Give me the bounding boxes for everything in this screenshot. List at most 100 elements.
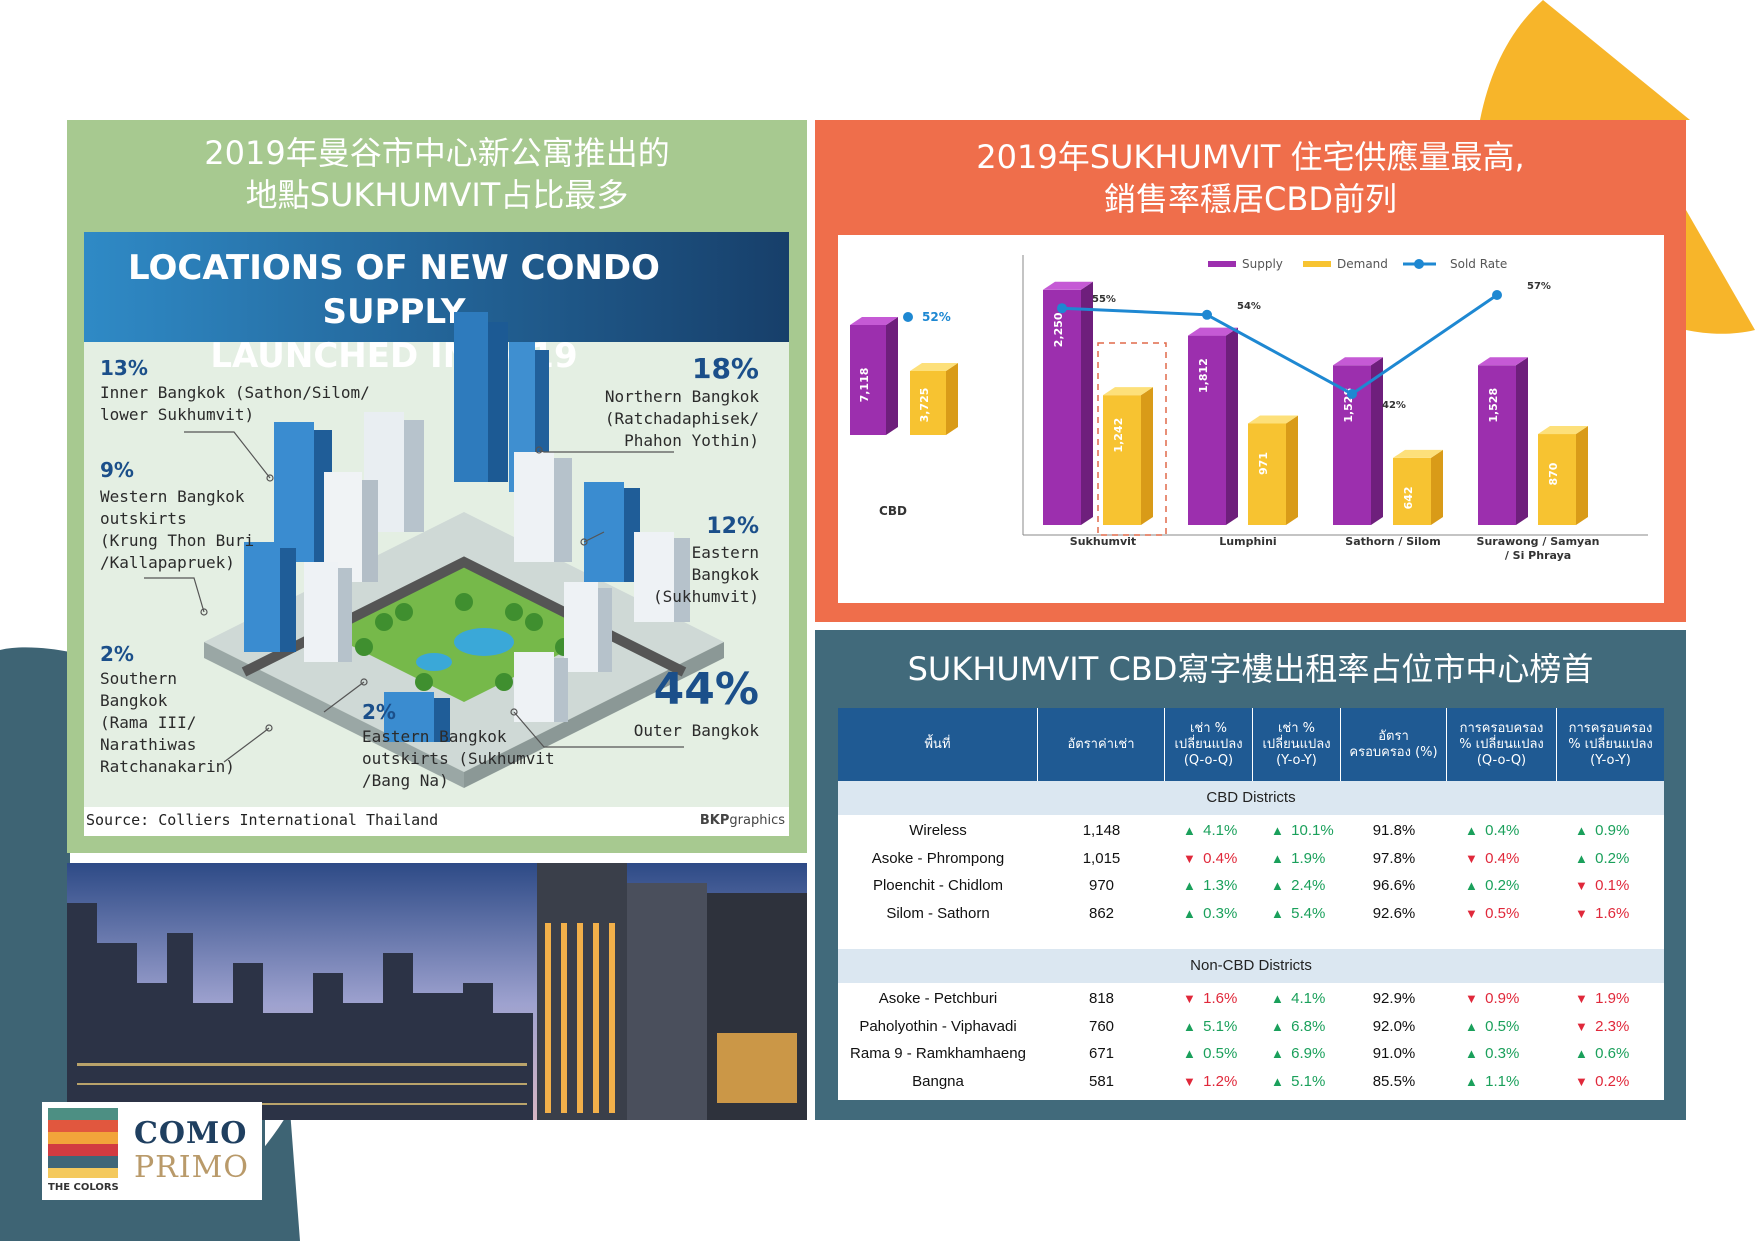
cbd-demand-bar <box>910 371 946 435</box>
sold-rate-label: 57% <box>1527 281 1551 292</box>
change-value: 10.1% <box>1287 822 1334 839</box>
region-label-line: Northern Bangkok <box>604 387 759 406</box>
leader-lines <box>144 431 684 763</box>
sold-rate-line: 55% 54% 42% 57% <box>1057 281 1551 411</box>
sold-rate-point <box>1202 309 1212 320</box>
header-text: เช่า % เปลี่ยนแปลง (Y-o-Y) <box>1262 720 1331 768</box>
left-title-line1: 2019年曼谷市中心新公寓推出的 <box>204 134 670 172</box>
change-value: 1.3% <box>1199 877 1238 894</box>
demand-value-label: 1,242 <box>1112 418 1125 453</box>
yellow-wedge-shape <box>1686 210 1755 334</box>
region-label-line: Ratchanakarin) <box>100 757 235 776</box>
arrow-up-icon: ▲ <box>1271 878 1284 893</box>
arrow-down-icon: ▼ <box>1465 905 1478 921</box>
cell-occ: 96.6% <box>1372 877 1416 894</box>
pond <box>454 628 514 656</box>
cell-oqoq: ▼ 0.5% <box>1465 904 1557 924</box>
demand-bar-side <box>1141 387 1153 525</box>
arrow-up-icon: ▲ <box>1183 823 1196 838</box>
category-label: Sathorn / Silom <box>1345 535 1440 548</box>
supply-bar-side <box>1081 281 1093 525</box>
supply-bar <box>1043 289 1081 525</box>
cell-occ: 97.8% <box>1372 849 1416 867</box>
right-top-title-line1: 2019年SUKHUMVIT 住宅供應量最高, <box>976 138 1525 176</box>
cell-oyoy: ▲ 0.9% <box>1575 821 1664 841</box>
cell-occ: 92.0% <box>1372 1017 1416 1035</box>
cell-oyoy: ▼ 1.6% <box>1575 904 1664 924</box>
cell-rqoq: ▲ 0.3% <box>1183 904 1253 924</box>
supply-demand-chart: Supply Demand Sold Rate 7,118 3,725 CBD 52%… <box>838 235 1664 603</box>
cell-occ: 92.9% <box>1372 990 1416 1007</box>
change-value: 0.3% <box>1481 1045 1520 1062</box>
cell-oyoy: ▼ 0.2% <box>1575 1072 1664 1092</box>
legend-supply-swatch <box>1208 261 1236 267</box>
header-text: การครอบครอง% เปลี่ยนแปลง (Q-o-Q) <box>1459 720 1544 768</box>
cell-ryoy: ▲ 5.1% <box>1271 1072 1341 1092</box>
supply-bar-side <box>1516 357 1528 525</box>
cell-rqoq: ▲ 5.1% <box>1183 1017 1253 1037</box>
arrow-up-icon: ▲ <box>1271 1018 1284 1034</box>
region-label-line: Eastern Bangkok <box>362 727 507 746</box>
supply-bar-top <box>1188 327 1238 336</box>
highlight-box <box>1097 342 1167 536</box>
demand-value-label: 642 <box>1402 486 1415 509</box>
arrow-down-icon: ▼ <box>1465 850 1478 866</box>
cell-ryoy: ▲ 4.1% <box>1271 989 1341 1009</box>
cell-occ: 91.8% <box>1372 822 1416 839</box>
change-value: 0.4% <box>1481 822 1520 839</box>
arrow-up-icon: ▲ <box>1575 823 1588 838</box>
region-label: Eastern Bangkok (Sukhumvit) <box>653 542 759 608</box>
change-value: 1.6% <box>1591 904 1630 922</box>
region-label-line: (Sukhumvit) <box>653 587 759 606</box>
header-rent-yoy: เช่า % เปลี่ยนแปลง (Y-o-Y) <box>1253 708 1341 781</box>
cell-ryoy: ▲ 6.9% <box>1271 1044 1341 1064</box>
cell-area: Paholyothin - Viphavadi <box>859 1017 1017 1035</box>
supply-bar-top <box>1478 357 1528 366</box>
category-label: / Si Phraya <box>1505 549 1571 562</box>
header-occ-yoy: การครอบครอง% เปลี่ยนแปลง (Y-o-Y) <box>1557 708 1664 781</box>
sold-rate-label: 55% <box>1092 294 1116 305</box>
cell-oyoy: ▼ 1.9% <box>1575 989 1664 1009</box>
group-header: CBD Districts <box>838 781 1664 815</box>
cell-oyoy: ▼ 2.3% <box>1575 1017 1664 1037</box>
city-illustration <box>204 312 724 788</box>
logo-word1: COMO <box>134 1116 248 1151</box>
cbd-supply-bar-top <box>850 317 898 325</box>
office-rent-table: พื้นที่ อัตราค่าเช่า เช่า % เปลี่ยนแปลง (Q… <box>838 708 1664 1100</box>
cbd-demand-bar-side <box>946 363 958 435</box>
chart-svg: Supply Demand Sold Rate 7,118 3,725 CBD 52%… <box>850 255 1648 562</box>
header-area: พื้นที่ <box>838 708 1038 781</box>
cell-area: Silom - Sathorn <box>886 904 990 922</box>
region-label-line: Western Bangkok <box>100 487 245 506</box>
cbd-summary: 7,118 3,725 CBD 52% <box>850 310 958 518</box>
cell-rent: 671 <box>1088 1045 1115 1062</box>
change-value: 2.3% <box>1591 1017 1630 1035</box>
cell-ryoy: ▲ 10.1% <box>1271 821 1341 841</box>
infographic-footer: Source: Colliers International Thailand … <box>84 807 789 836</box>
change-value: 2.4% <box>1287 877 1326 894</box>
left-panel-title: 2019年曼谷市中心新公寓推出的 地點SUKHUMVIT占比最多 <box>67 132 807 216</box>
cell-ryoy: ▲ 2.4% <box>1271 876 1341 896</box>
category-label: Sukhumvit <box>1070 535 1136 548</box>
cbd-supply-bar <box>850 325 886 435</box>
cbd-demand-label: 3,725 <box>918 388 931 423</box>
arrow-down-icon: ▼ <box>1183 991 1196 1006</box>
logo-word2: PRIMO <box>134 1150 249 1185</box>
demand-bar-side <box>1431 449 1443 525</box>
cell-oqoq: ▲ 0.3% <box>1465 1044 1557 1064</box>
region-label-line: Bangkok <box>691 565 759 584</box>
region-label-line: (Krung Thon Buri <box>100 531 255 550</box>
sold-rate-label: 54% <box>1237 301 1261 312</box>
logo-tagline: THE COLORS <box>48 1182 119 1193</box>
supply-value-label: 1,528 <box>1487 388 1500 423</box>
region-label-line: lower Sukhumvit) <box>100 405 255 424</box>
arrow-up-icon: ▲ <box>1183 1018 1196 1034</box>
supply-bar <box>1188 335 1226 525</box>
arrow-down-icon: ▼ <box>1575 905 1588 921</box>
right-top-title: 2019年SUKHUMVIT 住宅供應量最高, 銷售率穩居CBD前列 <box>815 136 1686 220</box>
chart-bars: 2,250 1,242 Sukhumvit 1,812 971 Lumphini 1,528… <box>1043 281 1599 562</box>
credit-bold: BKP <box>699 813 730 828</box>
group-header: Non-CBD Districts <box>838 949 1664 983</box>
region-pct: 13% <box>100 356 148 380</box>
legend-demand-swatch <box>1303 261 1331 267</box>
